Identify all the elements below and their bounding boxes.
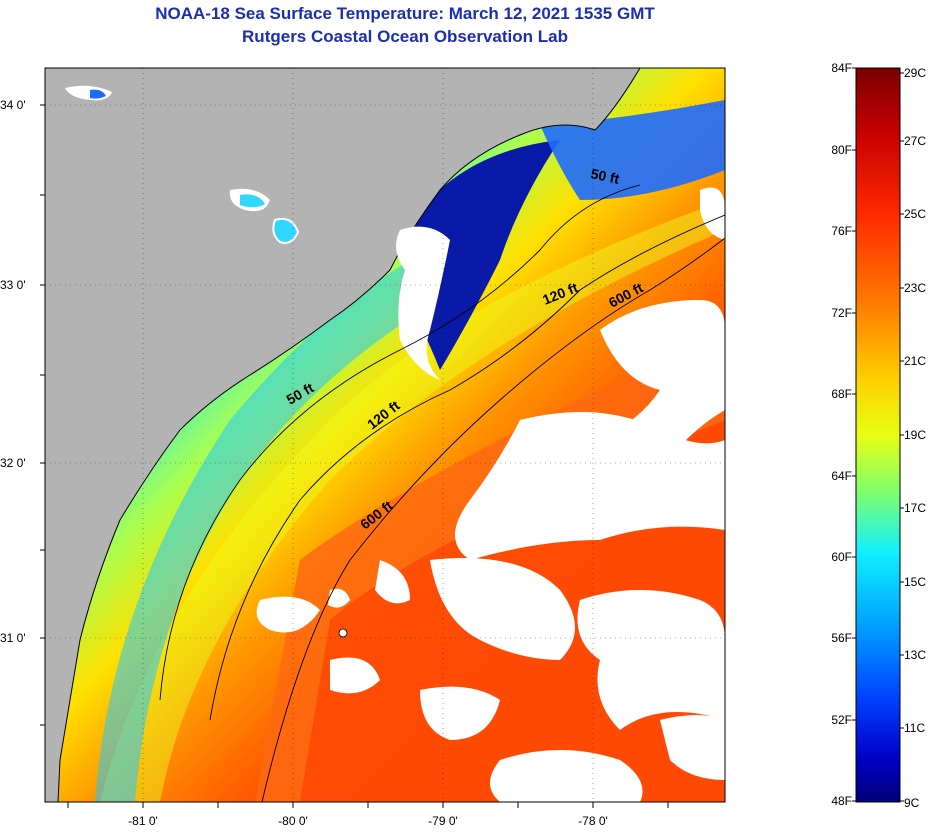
- title-block: NOAA-18 Sea Surface Temperature: March 1…: [0, 2, 810, 48]
- lon-label-79: -79 0': [428, 814, 458, 828]
- coastline: [57, 68, 641, 802]
- inland-water-3: [90, 89, 106, 99]
- colorbar-f-68: 68F: [831, 387, 852, 401]
- lat-label-33: 33 0': [0, 278, 26, 292]
- contour-600ft: [261, 237, 725, 802]
- axis-ticks: [40, 104, 669, 808]
- cloud-cover: [256, 187, 725, 802]
- contour-120ft: [209, 214, 725, 721]
- colorbar-f-48: 48F: [831, 794, 852, 808]
- colorbar-c-9: 9C: [904, 796, 920, 810]
- lon-label-80: -80 0': [278, 814, 308, 828]
- colorbar-f-84: 84F: [831, 61, 852, 75]
- lon-label-81: -81 0': [128, 814, 158, 828]
- inland-water-2: [272, 217, 300, 244]
- colorbar-c-11: 11C: [904, 721, 926, 735]
- colorbar-c-21: 21C: [904, 354, 927, 368]
- land-area: [45, 68, 640, 802]
- colorbar-c-23: 23C: [904, 281, 927, 295]
- map-frame: [44, 67, 726, 803]
- colorbar-f-80: 80F: [831, 143, 852, 157]
- lon-label-78: -78 0': [578, 814, 608, 828]
- colorbar-c-17: 17C: [904, 501, 927, 515]
- colorbar-f-76: 76F: [831, 224, 852, 238]
- colorbar-c-15: 15C: [904, 575, 927, 589]
- map-subtitle: Rutgers Coastal Ocean Observation Lab: [242, 27, 568, 46]
- cold-plume: [400, 140, 560, 370]
- colorbar-c-27: 27C: [904, 134, 927, 148]
- lat-label-34: 34 0': [0, 98, 26, 112]
- lat-label-31: 31 0': [0, 631, 26, 645]
- colorbar-f-72: 72F: [831, 306, 852, 320]
- contour-label-50ft-north: 50 ft: [589, 165, 621, 187]
- inland-water-1: [240, 194, 265, 208]
- colorbar-c-25: 25C: [904, 207, 927, 221]
- map-title: NOAA-18 Sea Surface Temperature: March 1…: [155, 4, 655, 23]
- colorbar-f-52: 52F: [831, 713, 852, 727]
- lat-label-32: 32 0': [0, 456, 26, 470]
- colorbar-c-13: 13C: [904, 648, 927, 662]
- contour-50ft: [159, 184, 641, 701]
- midshelf-water: [100, 200, 725, 802]
- colorbar-f-56: 56F: [831, 631, 852, 645]
- graticule: [45, 68, 725, 802]
- colorbar-c-19: 19C: [904, 428, 927, 442]
- colorbar-ticks: [852, 67, 904, 802]
- station-marker: [338, 628, 348, 638]
- colorbar-f-60: 60F: [831, 550, 852, 564]
- colorbar-f-64: 64F: [831, 469, 852, 483]
- colorbar: [855, 67, 901, 803]
- colorbar-c-29: 29C: [904, 66, 927, 80]
